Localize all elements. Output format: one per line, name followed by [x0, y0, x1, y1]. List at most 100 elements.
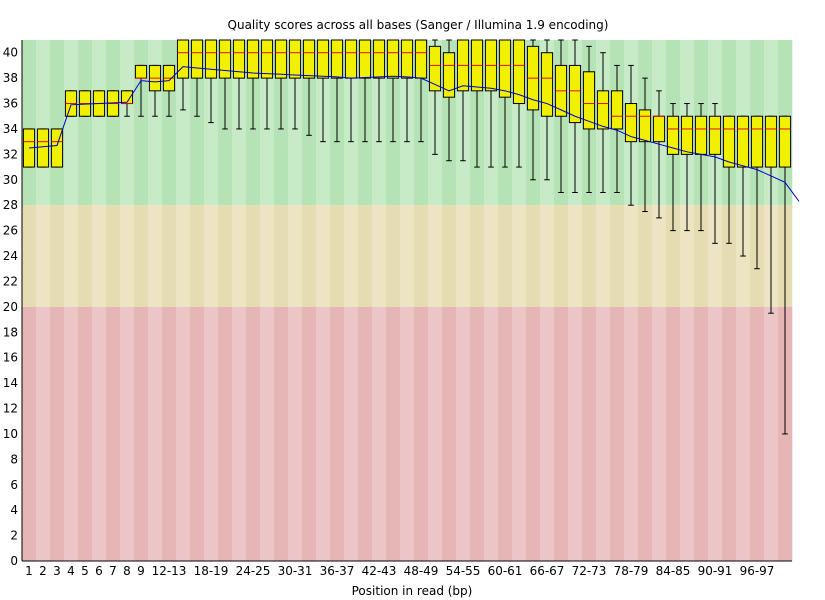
- box-14-15: [176, 39, 190, 111]
- x-tick-label: 9: [137, 564, 145, 578]
- zone-band-0: [50, 40, 65, 206]
- zone-band-2: [316, 306, 331, 561]
- box-60-61: [498, 39, 512, 168]
- zone-band-1: [582, 205, 597, 307]
- box-100-101: [778, 115, 792, 435]
- zone-band-0: [162, 40, 177, 206]
- iqr-box: [778, 115, 792, 168]
- quality-zone-bands: [22, 40, 793, 561]
- zone-band-2: [708, 306, 723, 561]
- zone-band-1: [218, 205, 233, 307]
- zone-band-1: [36, 205, 51, 307]
- zone-band-2: [260, 306, 275, 561]
- chart-title: Quality scores across all bases (Sanger …: [228, 18, 609, 32]
- box-52-53: [442, 39, 456, 162]
- iqr-box: [512, 39, 526, 105]
- iqr-box: [442, 52, 456, 98]
- box-22-23: [232, 39, 246, 130]
- iqr-box: [708, 115, 722, 155]
- iqr-box: [638, 109, 652, 143]
- zone-band-2: [722, 306, 737, 561]
- x-tick-label: 12-13: [152, 564, 187, 578]
- zone-band-1: [274, 205, 289, 307]
- x-tick-label: 84-85: [656, 564, 691, 578]
- y-tick-label: 2: [10, 529, 18, 543]
- x-tick-label: 54-55: [446, 564, 481, 578]
- zone-band-1: [610, 205, 625, 307]
- iqr-box: [246, 39, 260, 79]
- y-tick-label: 36: [3, 97, 18, 111]
- x-tick-label: 7: [109, 564, 117, 578]
- box-28-29: [274, 39, 288, 130]
- zone-band-2: [610, 306, 625, 561]
- zone-band-2: [666, 306, 681, 561]
- x-axis-label: Position in read (bp): [352, 584, 473, 598]
- zone-band-2: [386, 306, 401, 561]
- zone-band-0: [22, 40, 37, 206]
- zone-band-1: [92, 205, 107, 307]
- zone-band-1: [456, 205, 471, 307]
- zone-band-1: [344, 205, 359, 307]
- y-tick-label: 14: [3, 376, 18, 390]
- zone-band-2: [372, 306, 387, 561]
- y-tick-label: 30: [3, 173, 18, 187]
- y-tick-label: 22: [3, 274, 18, 288]
- box-3: [50, 128, 64, 168]
- zone-band-2: [470, 306, 485, 561]
- box-82-83: [652, 90, 666, 219]
- box-68-69: [554, 39, 568, 193]
- y-tick-label: 4: [10, 503, 18, 517]
- zone-band-1: [288, 205, 303, 307]
- iqr-box: [540, 52, 554, 117]
- box-58-59: [484, 39, 498, 168]
- iqr-box: [680, 115, 694, 155]
- box-9: [134, 64, 148, 117]
- zone-band-2: [596, 306, 611, 561]
- zone-band-2: [22, 306, 37, 561]
- y-tick-label: 20: [3, 300, 18, 314]
- zone-band-2: [232, 306, 247, 561]
- zone-band-1: [302, 205, 317, 307]
- iqr-box: [624, 103, 638, 143]
- box-96-97: [750, 115, 764, 270]
- box-16-17: [190, 39, 204, 117]
- zone-band-2: [204, 306, 219, 561]
- zone-band-2: [680, 306, 695, 561]
- zone-band-1: [680, 205, 695, 307]
- zone-band-1: [442, 205, 457, 307]
- y-tick-label: 10: [3, 427, 18, 441]
- box-series: [22, 39, 792, 435]
- iqr-box: [190, 39, 204, 79]
- box-42-43: [372, 39, 386, 143]
- iqr-box: [218, 39, 232, 79]
- box-34-35: [316, 39, 330, 143]
- zone-band-2: [64, 306, 79, 561]
- zone-band-2: [176, 306, 191, 561]
- iqr-box: [498, 39, 512, 98]
- box-54-55: [456, 39, 470, 162]
- zone-band-1: [666, 205, 681, 307]
- zone-band-2: [288, 306, 303, 561]
- zone-band-1: [470, 205, 485, 307]
- y-tick-label: 28: [3, 198, 18, 212]
- zone-band-1: [176, 205, 191, 307]
- zone-band-1: [568, 205, 583, 307]
- zone-band-1: [414, 205, 429, 307]
- zone-band-1: [358, 205, 373, 307]
- box-20-21: [218, 39, 232, 130]
- box-64-65: [526, 39, 540, 181]
- y-tick-label: 12: [3, 402, 18, 416]
- x-tick-label: 3: [53, 564, 61, 578]
- x-tick-label: 90-91: [698, 564, 733, 578]
- zone-band-1: [372, 205, 387, 307]
- zone-band-1: [484, 205, 499, 307]
- zone-band-1: [596, 205, 611, 307]
- box-18-19: [204, 39, 218, 124]
- box-74-75: [596, 52, 610, 193]
- zone-band-2: [274, 306, 289, 561]
- axes: [21, 40, 792, 562]
- zone-band-0: [148, 40, 163, 206]
- zone-band-1: [624, 205, 639, 307]
- zone-band-1: [148, 205, 163, 307]
- zone-band-2: [218, 306, 233, 561]
